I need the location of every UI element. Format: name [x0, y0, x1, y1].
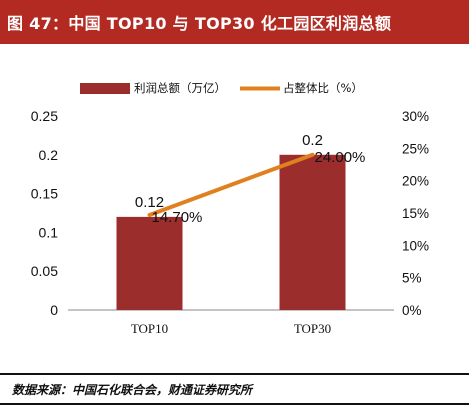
source-note: 数据来源：中国石化联合会，财通证券研究所 [12, 383, 253, 397]
chart-title: 图 47：中国 TOP10 与 TOP30 化工园区利润总额 [7, 14, 392, 33]
line-series: 14.70% 24.00% [147, 149, 366, 226]
line-value-label: 24.00% [315, 149, 366, 166]
bar-value-label: 0.12 [135, 194, 164, 211]
bar-series: 0.12 0.2 [116, 132, 346, 310]
bar-top10 [116, 216, 183, 310]
left-tick-label: 0.2 [39, 147, 59, 163]
right-tick-label: 0% [402, 303, 422, 318]
legend-bar-label: 利润总额（万亿） [134, 81, 226, 95]
x-tick-label: TOP10 [131, 321, 168, 336]
title-bar: 图 47：中国 TOP10 与 TOP30 化工园区利润总额 [0, 0, 469, 44]
left-tick-label: 0 [50, 302, 58, 318]
legend-line-label: 占整体比（%） [283, 81, 363, 95]
right-tick-label: 25% [402, 141, 429, 156]
legend: 利润总额（万亿） 占整体比（%） [80, 81, 363, 95]
right-tick-label: 30% [402, 109, 429, 124]
legend-bar-swatch [80, 83, 130, 94]
right-tick-label: 20% [402, 174, 429, 189]
left-axis: 0 0.05 0.1 0.15 0.2 0.25 [31, 108, 58, 318]
right-tick-label: 10% [402, 238, 429, 253]
x-tick-label: TOP30 [294, 321, 331, 336]
share-line [147, 152, 315, 217]
right-tick-label: 15% [402, 206, 429, 221]
bar-value-label: 0.2 [302, 132, 323, 149]
left-tick-label: 0.05 [31, 263, 58, 279]
chart: 利润总额（万亿） 占整体比（%） 0 0.05 0.1 0.15 0.2 0.25 0% 5… [31, 81, 429, 336]
right-tick-label: 5% [402, 271, 422, 286]
left-tick-label: 0.15 [31, 186, 58, 202]
line-value-label: 14.70% [152, 209, 203, 226]
x-axis: TOP10 TOP30 [131, 321, 331, 336]
right-axis: 0% 5% 10% 15% 20% 25% 30% [402, 109, 429, 318]
bar-top30 [279, 154, 346, 310]
left-tick-label: 0.1 [39, 224, 59, 240]
left-tick-label: 0.25 [31, 108, 58, 124]
source-top-rule [0, 373, 469, 375]
source-bottom-rule [0, 403, 469, 405]
